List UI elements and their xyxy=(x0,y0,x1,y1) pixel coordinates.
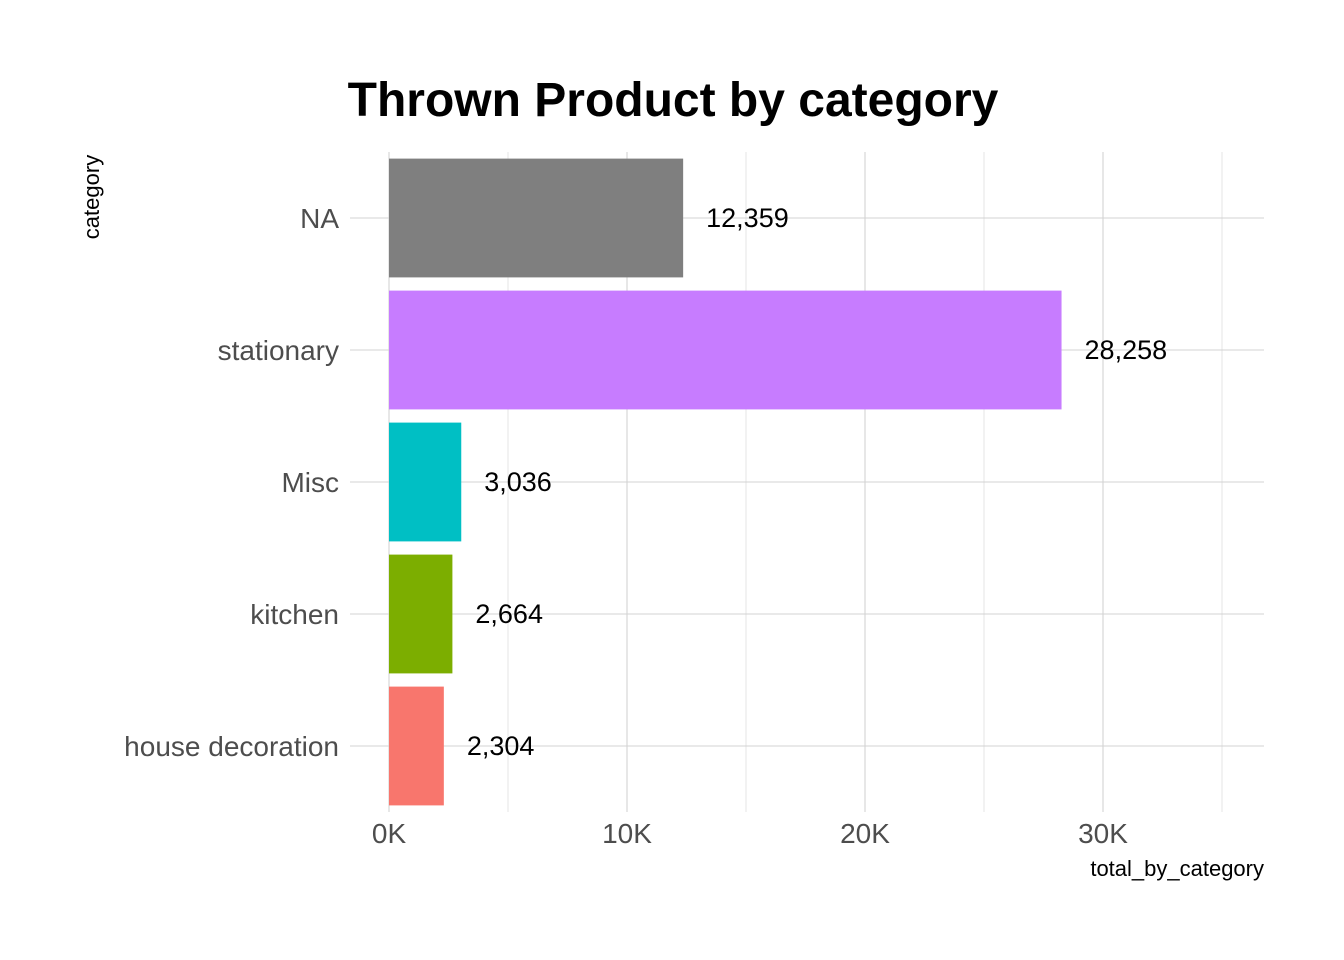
bar xyxy=(389,554,453,674)
bar-value-label: 3,036 xyxy=(484,467,552,497)
x-tick-label: 10K xyxy=(602,818,652,849)
x-tick-label: 20K xyxy=(840,818,890,849)
x-axis-ticks: 0K 10K 20K 30K xyxy=(372,818,1128,849)
y-tick-label: Misc xyxy=(281,467,339,498)
y-axis-ticks: house decoration kitchen Misc stationary NA xyxy=(124,203,339,762)
chart-title: Thrown Product by category xyxy=(348,74,999,127)
x-axis-title: total_by_category xyxy=(1090,856,1264,881)
bars xyxy=(389,158,1062,806)
bar xyxy=(389,158,684,278)
bar xyxy=(389,686,444,806)
data-labels: 2,304 2,664 3,036 28,258 12,359 xyxy=(467,203,1167,761)
y-axis-title: category xyxy=(79,155,104,239)
x-tick-label: 0K xyxy=(372,818,407,849)
bar-value-label: 2,304 xyxy=(467,731,535,761)
y-tick-label: stationary xyxy=(218,335,339,366)
bar-value-label: 12,359 xyxy=(706,203,789,233)
y-tick-label: NA xyxy=(300,203,339,234)
y-tick-label: house decoration xyxy=(124,731,339,762)
bar-value-label: 2,664 xyxy=(475,599,543,629)
bar xyxy=(389,422,462,542)
y-tick-label: kitchen xyxy=(250,599,339,630)
bar-value-label: 28,258 xyxy=(1085,335,1168,365)
x-tick-label: 30K xyxy=(1078,818,1128,849)
bar xyxy=(389,290,1062,410)
